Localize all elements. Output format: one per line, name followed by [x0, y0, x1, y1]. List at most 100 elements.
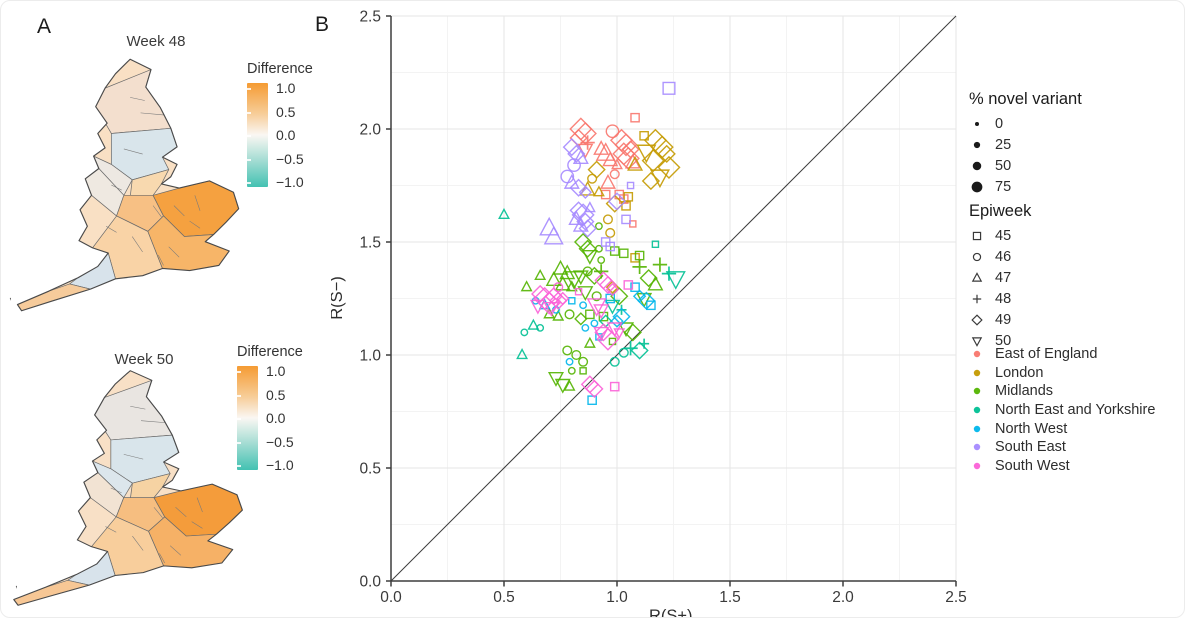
colorbar-tick	[247, 158, 251, 161]
data-point	[571, 349, 582, 361]
data-point	[543, 307, 556, 319]
data-point	[639, 269, 658, 288]
shape-legend-item: 48	[969, 288, 1011, 309]
data-point	[652, 257, 668, 272]
size-legend-label: 50	[995, 157, 1012, 174]
shape-legend-label: 47	[995, 269, 1012, 286]
region-dot-icon	[973, 351, 981, 358]
data-point	[592, 185, 605, 197]
data-point	[580, 135, 595, 150]
data-point	[591, 291, 602, 302]
map-region-lincs	[129, 473, 171, 500]
shape-legend-label: 46	[995, 248, 1012, 265]
data-point	[593, 140, 610, 155]
data-point	[627, 155, 644, 171]
data-point	[646, 300, 656, 311]
colorbar-tick-label: 0.5	[266, 386, 286, 403]
data-point	[618, 248, 629, 259]
data-point	[605, 241, 616, 252]
data-point	[536, 323, 545, 332]
shape-legend-label: 45	[995, 227, 1012, 244]
data-point	[552, 309, 565, 321]
data-point	[563, 379, 576, 391]
data-point	[568, 210, 585, 225]
data-point	[593, 304, 610, 320]
england-outline	[16, 58, 240, 312]
region-legend-item: North East and Yorkshire	[969, 401, 1155, 420]
data-point	[630, 282, 640, 293]
data-point	[552, 259, 569, 275]
size-dot-icon	[975, 121, 979, 126]
data-point	[639, 338, 650, 349]
data-point	[618, 347, 629, 358]
data-point	[578, 219, 597, 238]
colorbar-tick	[237, 465, 241, 467]
shape-legend-item: 47	[969, 267, 1011, 288]
map-week48-title: Week 48	[126, 33, 186, 50]
data-point	[647, 275, 664, 291]
colorbar-tick-label: 0.0	[266, 410, 286, 426]
y-tick-label: 0.0	[359, 574, 381, 591]
choropleth-map-week48	[16, 58, 240, 312]
y-tick-label: 2.0	[359, 122, 381, 139]
colorbar-tick	[237, 394, 241, 397]
data-point	[539, 216, 560, 236]
panel-b-label: B	[315, 13, 330, 36]
region-legend-label: Midlands	[995, 383, 1054, 400]
region-dot-icon	[973, 462, 981, 470]
shape-legend-item: 46	[969, 246, 1011, 267]
circle-icon	[972, 252, 982, 261]
colorbar-tick-label: 1.0	[266, 363, 286, 379]
data-point	[594, 222, 603, 231]
region-legend-label: London	[995, 364, 1044, 381]
colorbar-week48: Difference 1.0 0.5 0.0 −0.5 −1.0	[247, 61, 322, 190]
data-point	[585, 266, 604, 286]
colorbar-tick	[247, 111, 251, 114]
colorbar-tick-label: −1.0	[276, 174, 304, 190]
data-point	[564, 309, 575, 320]
region-legend-label: East of England	[995, 346, 1098, 363]
map-week50-title: Week 50	[114, 351, 174, 368]
size-dot-icon	[972, 161, 982, 170]
data-point	[634, 250, 645, 261]
data-point	[661, 266, 677, 281]
colorbar-week50: Difference 1.0 0.5 0.0 −0.5 −1.0	[237, 344, 312, 473]
data-point	[569, 201, 588, 220]
map-region-devon	[69, 252, 116, 290]
y-axis-title: R(S−)	[331, 276, 346, 320]
colorbar-week48-title: Difference	[247, 61, 313, 77]
data-point	[574, 312, 588, 326]
data-point	[562, 345, 573, 356]
data-point	[520, 328, 529, 337]
data-point	[600, 189, 611, 200]
map-region-devon	[67, 551, 116, 586]
scilly-isles-mark: ,	[15, 579, 18, 590]
square-icon	[972, 231, 982, 240]
data-point	[594, 244, 603, 253]
x-tick-label: 1.5	[719, 589, 741, 606]
data-point	[602, 151, 619, 167]
data-point	[585, 309, 595, 320]
data-point	[609, 356, 620, 367]
data-point	[563, 173, 580, 189]
colorbar-week48-gradient	[247, 83, 268, 187]
data-point	[498, 207, 510, 220]
data-point	[612, 307, 631, 326]
choropleth-map-week50	[13, 370, 243, 606]
colorbar-tick-label: −1.0	[266, 457, 294, 473]
data-point	[657, 144, 676, 163]
x-tick-label: 2.5	[945, 589, 967, 606]
map-region-cornwall	[13, 579, 90, 606]
data-point	[581, 249, 598, 265]
data-point	[562, 137, 581, 157]
colorbar-week50-gradient	[237, 366, 258, 470]
region-dot-icon	[973, 369, 981, 377]
data-point	[626, 181, 635, 190]
data-point	[616, 304, 627, 315]
shape-legend-items: 45 46 47 48 49 50	[969, 225, 1011, 351]
region-legend-label: South West	[995, 457, 1070, 474]
colorbar-tick	[237, 441, 241, 444]
data-point	[556, 291, 570, 306]
data-point	[543, 301, 560, 317]
data-point	[578, 239, 597, 258]
